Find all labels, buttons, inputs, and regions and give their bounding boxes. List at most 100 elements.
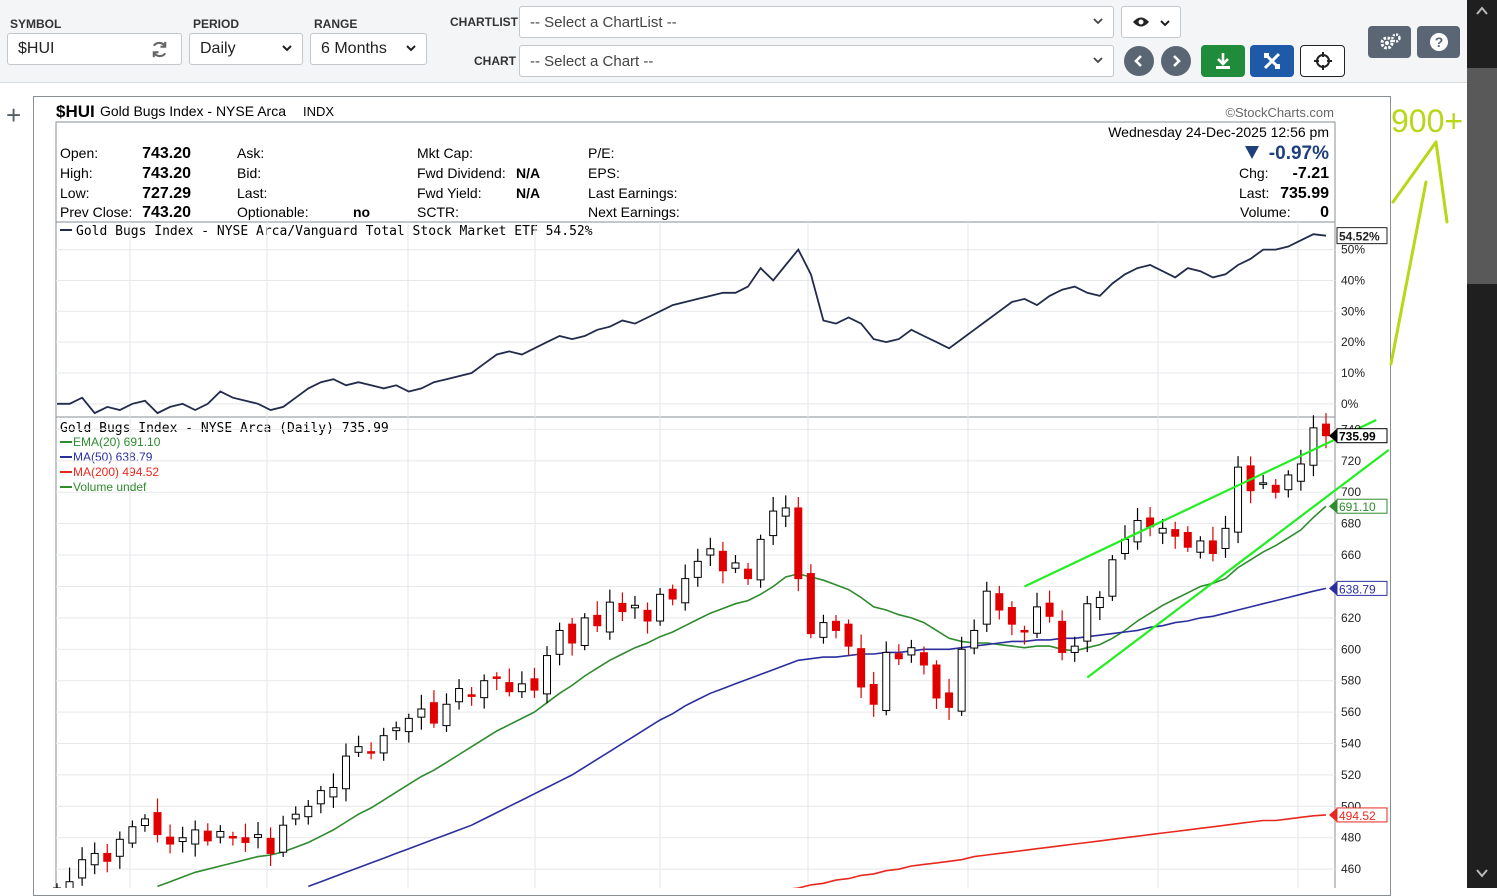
candle [140,814,149,832]
help-button[interactable]: ? [1417,26,1460,58]
candle-body [1007,607,1016,625]
candle [1033,592,1042,638]
download-button[interactable] [1201,45,1245,77]
quote-block: Wednesday 24-Dec-2025 12:56 pm Open: 743… [60,124,1329,221]
candle [781,495,790,528]
candle-body [304,805,313,818]
candle [1183,526,1192,552]
candle-body [115,838,124,857]
ratio-legend: Gold Bugs Index - NYSE Arca/Vanguard Tot… [76,224,593,239]
prev-close-label: Prev Close: [60,204,132,220]
candle [417,694,426,730]
candle [517,671,526,698]
prev-close-value: 743.20 [142,204,191,221]
value-pointer [1329,581,1337,596]
candle-body [1070,645,1079,653]
chart-image [33,96,1391,896]
last-earnings-label: Last Earnings: [588,185,678,201]
value-pointer [1329,807,1337,822]
candle-body [1234,466,1243,533]
candle-body [945,692,954,708]
candle [166,824,175,854]
candle [1221,515,1230,558]
candle-body [442,703,451,727]
price-tick-label: 540 [1341,737,1361,751]
scroll-down-icon[interactable] [1475,868,1489,878]
price-value-label: 735.99 [1329,428,1388,444]
ratio-tick-label: 40% [1341,273,1365,287]
range-value: 6 Months [321,40,387,57]
ma50-line [308,587,1327,888]
candle [128,820,137,848]
last2-value: 735.99 [1280,185,1329,202]
price-tick-label: 720 [1341,454,1361,468]
legend-entry: Volume undef [73,480,147,494]
next-chart-button[interactable] [1161,46,1191,76]
view-toggle[interactable] [1121,6,1181,38]
candle-body [806,573,815,635]
trendline [1086,448,1390,679]
sctr-label: SCTR: [417,204,459,220]
crosshair-button[interactable] [1300,45,1345,77]
candle [492,672,501,691]
candle [593,601,602,633]
price-value-label: 638.79 [1329,580,1388,596]
candle-body [555,629,564,655]
range-select[interactable]: 6 Months [310,33,427,65]
chg-value: -7.21 [1293,165,1330,182]
ratio-last-label: 54.52% [1336,227,1388,245]
watermark: ©StockCharts.com [1225,105,1334,120]
candle-body [731,562,740,569]
candle [530,667,539,698]
chartlist-select[interactable]: -- Select a ChartList -- [519,6,1114,38]
optionable-value: no [353,204,370,220]
chartlist-placeholder: -- Select a ChartList -- [530,13,677,31]
candle-body [907,647,916,656]
candle-body [706,548,715,556]
grid [56,222,1335,888]
candle [115,831,124,869]
candle [794,496,803,592]
annotate-button[interactable] [1250,45,1294,77]
scrollbar[interactable] [1467,0,1497,888]
chartlist-label: CHARTLIST [450,15,518,29]
candle [1234,456,1243,544]
period-select[interactable]: Daily [189,33,303,65]
legend-entry: EMA(20) 691.10 [73,435,161,449]
chart-select[interactable]: -- Select a Chart -- [519,45,1114,77]
candle-body [254,834,263,838]
chart-symbol: $HUI [56,102,95,121]
add-panel-icon[interactable]: + [6,100,22,130]
candle-body [1296,463,1305,482]
value-text: 494.52 [1339,809,1376,823]
high-label: High: [60,165,93,181]
price-tick-label: 620 [1341,611,1361,625]
candle-body [756,538,765,581]
refresh-icon[interactable] [150,40,169,59]
candle-body [228,835,237,839]
candle-body [957,648,966,712]
candle [731,555,740,573]
previous-chart-button[interactable] [1124,46,1154,76]
candle [178,826,187,853]
fwd-yield-value: N/A [516,185,540,201]
candle-body [103,852,112,862]
value-pointer [1329,428,1337,443]
price-tick-label: 560 [1341,705,1361,719]
symbol-input[interactable]: $HUI [7,33,182,65]
candle-body [1020,629,1029,633]
scroll-up-icon[interactable] [1475,6,1489,16]
fwd-dividend-value: N/A [516,165,540,181]
candle-body [744,568,753,580]
chevron-down-icon [1093,57,1103,64]
candle [543,646,552,704]
scrollbar-thumb[interactable] [1467,68,1497,284]
candle-body [769,510,778,537]
annotation-strokes [1389,140,1449,366]
candle-body [882,651,891,712]
settings-button[interactable] [1368,26,1411,58]
candle [241,823,250,852]
candle [681,564,690,611]
value-text: 735.99 [1339,430,1376,444]
